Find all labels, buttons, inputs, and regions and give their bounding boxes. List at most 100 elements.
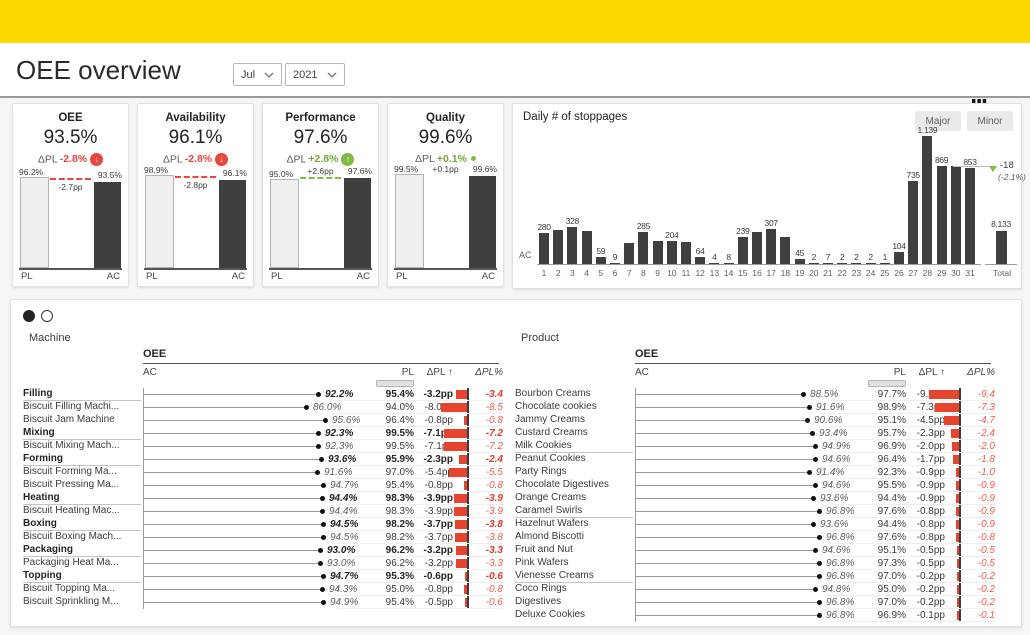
table-row[interactable]: Jammy Creams 90.6% 95.1% -4.5pp -4.7 (511, 414, 1005, 427)
stoppage-bar-day-14 (723, 263, 734, 264)
kpi-card-oee: OEE 93.5% ΔPL -2.8% ↓ 96.2% 93.5% -2.7pp PL AC (12, 103, 129, 287)
table-row[interactable]: Custard Creams 93.4% 95.7% -2.3pp -2.4 (511, 427, 1005, 440)
table-row[interactable]: Digestives 96.8% 97.0% -0.2pp -0.2 (511, 596, 1005, 609)
major-button[interactable]: Major (915, 111, 961, 131)
table-row[interactable]: Fruit and Nut 94.6% 95.1% -0.5pp -0.5 (511, 544, 1005, 557)
row-value-separator (829, 426, 995, 427)
stoppage-bar-value: 104 (892, 241, 906, 251)
ac-value: 94.5% (330, 532, 359, 543)
table-row[interactable]: Boxing 94.5% 98.2% -3.7pp -3.8 (19, 518, 513, 531)
table-row[interactable]: Biscuit Heating Mac... 94.4% 98.3% -3.9pp -3… (19, 505, 513, 518)
table-row[interactable]: Biscuit Sprinkling M... 94.9% 95.4% -0.5pp -… (19, 596, 513, 609)
row-label: Caramel Swirls (515, 505, 583, 516)
month-dropdown[interactable]: Jul (233, 63, 282, 86)
x-tick-label: 24 (865, 268, 876, 278)
actual-bar-label: 96.1% (222, 168, 247, 178)
table-row[interactable]: Milk Cookies 94.9% 96.9% -2.0pp -2.0 (511, 440, 1005, 453)
table-row[interactable]: Biscuit Boxing Mach... 94.5% 98.2% -3.7pp -3… (19, 531, 513, 544)
table-row[interactable]: Deluxe Cookies 96.8% 96.9% -0.1pp -0.1 (511, 609, 1005, 622)
delta-pl-value: -0.2pp (916, 597, 945, 608)
view-toggle-dot-1[interactable] (23, 310, 35, 322)
table-row[interactable]: Packaging Heat Ma... 93.0% 96.2% -3.2pp -3.3 (19, 557, 513, 570)
delta-pl-sort-header[interactable]: ΔPL ↑ (426, 367, 453, 378)
ac-dot (304, 405, 309, 410)
table-row[interactable]: Filling 92.2% 95.4% -3.2pp -3.4 (19, 388, 513, 401)
ac-dot-line (143, 576, 323, 577)
table-row[interactable]: Party Rings 91.4% 92.3% -0.9pp -1.0 (511, 466, 1005, 479)
ac-value: 90.6% (814, 415, 843, 426)
table-row[interactable]: Packaging 93.0% 96.2% -3.2pp -3.3 (19, 544, 513, 557)
stoppage-bar-value: 285 (636, 221, 651, 231)
table-row[interactable]: Biscuit Mixing Mach... 92.3% 99.5% -7.1pp -7… (19, 440, 513, 453)
x-tick-label: 18 (780, 268, 791, 278)
minor-button[interactable]: Minor (967, 111, 1013, 131)
table-row[interactable]: Heating 94.4% 98.3% -3.9pp -3.9 (19, 492, 513, 505)
rows-left-axis (635, 388, 636, 622)
ac-dot (321, 574, 326, 579)
delta-pl-pct-column-header[interactable]: ΔPL% (475, 367, 503, 378)
table-row[interactable]: Biscuit Forming Ma... 91.6% 97.0% -5.4pp -5.… (19, 466, 513, 479)
row-value-separator (337, 530, 503, 531)
ac-subheader: AC (143, 367, 157, 378)
table-row[interactable]: Biscuit Filling Machi... 86.0% 94.0% -8.0pp… (19, 401, 513, 414)
row-value-separator (829, 530, 995, 531)
delta-pl-pct-value: -0.2 (977, 584, 995, 595)
delta-pl-sort-header[interactable]: ΔPL ↑ (918, 367, 945, 378)
pl-column-header[interactable]: PL (893, 367, 906, 378)
pl-value: 95.1% (877, 545, 906, 556)
table-row[interactable]: Chocolate cookies 91.6% 98.9% -7.3pp -7.3 (511, 401, 1005, 414)
table-row[interactable]: Biscuit Jam Machine 95.6% 96.4% -0.8pp -0.8 (19, 414, 513, 427)
delta-pl-pct-value: -0.9 (977, 493, 995, 504)
delta-pl-value: -0.8pp (424, 480, 453, 491)
x-tick-label: 31 (965, 268, 975, 278)
table-row[interactable]: Pink Wafers 96.8% 97.3% -0.5pp -0.5 (511, 557, 1005, 570)
table-row[interactable]: Vienesse Creams 96.8% 97.0% -0.2pp -0.2 (511, 570, 1005, 583)
row-label: Peanut Cookies (515, 453, 586, 464)
ac-dot-line (635, 615, 819, 616)
ac-dot (321, 535, 326, 540)
kpi-title: Availability (165, 112, 226, 124)
x-tick-label: 20 (809, 268, 819, 278)
table-row[interactable]: Biscuit Pressing Ma... 94.7% 95.4% -0.8pp -0… (19, 479, 513, 492)
ac-value: 94.5% (330, 519, 359, 530)
delta-pl-value: -0.9pp (916, 467, 945, 478)
row-value-separator (829, 452, 995, 453)
table-row[interactable]: Mixing 92.3% 99.5% -7.1pp -7.2 (19, 427, 513, 440)
ac-dot-line (635, 498, 813, 499)
table-row[interactable]: Topping 94.7% 95.3% -0.6pp -0.6 (19, 570, 513, 583)
table-row[interactable]: Biscuit Topping Ma... 94.3% 95.0% -0.8pp -0.… (19, 583, 513, 596)
ac-dot (321, 483, 326, 488)
row-label: Deluxe Cookies (515, 609, 586, 620)
pl-column-header[interactable]: PL (401, 367, 414, 378)
delta-pl-pct-column-header[interactable]: ΔPL% (967, 367, 995, 378)
year-dropdown[interactable]: 2021 (285, 63, 345, 86)
table-row[interactable]: Almond Biscotti 96.8% 97.6% -0.8pp -0.8 (511, 531, 1005, 544)
kpi-delta-value: -2.8% (184, 153, 213, 166)
kpi-delta-value: +0.1% (436, 153, 467, 165)
x-tick-label: 29 (936, 268, 947, 278)
table-row[interactable]: Orange Creams 93.6% 94.4% -0.9pp -0.9 (511, 492, 1005, 505)
x-tick-label: 22 (837, 268, 847, 278)
table-row[interactable]: Caramel Swirls 96.8% 97.6% -0.8pp -0.9 (511, 505, 1005, 518)
ac-value: 91.4% (816, 467, 845, 478)
row-value-separator (337, 582, 503, 583)
table-row[interactable]: Hazelnut Wafers 93.6% 94.4% -0.8pp -0.9 (511, 518, 1005, 531)
view-toggle-dot-2[interactable] (41, 310, 53, 322)
kpi-axis-labels: PL AC (21, 271, 120, 282)
table-row[interactable]: Coco Rings 94.8% 95.0% -0.2pp -0.2 (511, 583, 1005, 596)
ac-dot-line (635, 537, 819, 538)
table-row[interactable]: Peanut Cookies 94.6% 96.4% -1.7pp -1.8 (511, 453, 1005, 466)
table-row[interactable]: Forming 93.6% 95.9% -2.3pp -2.4 (19, 453, 513, 466)
ac-dot (817, 613, 822, 618)
delta-pl-pct-value: -8.5 (485, 402, 503, 413)
delta-pl-pct-value: -2.4 (977, 428, 995, 439)
row-label: Biscuit Jam Machine (23, 414, 115, 425)
arrow-up-icon: ↑ (341, 153, 355, 166)
row-value-separator (829, 595, 995, 596)
kpi-title: OEE (58, 112, 83, 124)
pl-value: 95.9% (385, 454, 414, 465)
table-row[interactable]: Chocolate Digestives 94.6% 95.5% -0.9pp -0.9 (511, 479, 1005, 492)
ac-subheader: AC (635, 367, 649, 378)
